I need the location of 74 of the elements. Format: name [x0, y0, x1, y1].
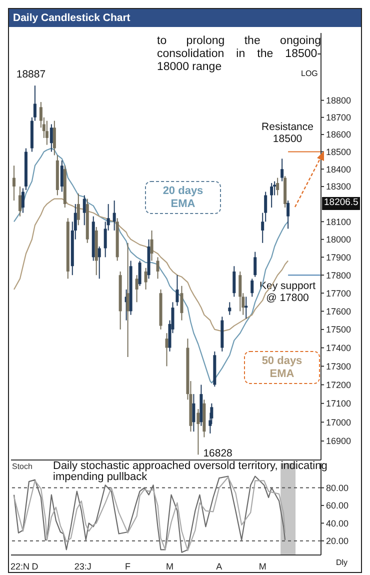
x-tick-label: F [125, 561, 132, 572]
x-tick-label: 23:J [74, 561, 92, 572]
y-tick-label: 17600 [326, 306, 352, 316]
candlestick [112, 200, 116, 232]
candlestick [135, 274, 138, 303]
candlestick [228, 302, 232, 316]
chart-title: Stoch [12, 462, 32, 471]
y-tick-label: 40.00 [326, 518, 349, 528]
y-tick-label: 18600 [326, 130, 352, 140]
candlestick [261, 212, 264, 244]
text: 18206.5 [322, 197, 360, 210]
y-tick-label: 17300 [326, 361, 352, 372]
candlestick [126, 242, 130, 358]
candlestick [250, 278, 254, 298]
candlestick [82, 194, 86, 226]
candlestick [276, 177, 280, 196]
candlestick [60, 160, 64, 192]
candlestick [150, 230, 154, 262]
chart-title: Daily Candlestick Chart [9, 9, 361, 27]
x-tick-label: M [166, 561, 174, 572]
candlestick [156, 256, 160, 280]
y-tick-label: 17200 [326, 380, 352, 390]
candlestick [98, 246, 101, 280]
candlestick [52, 120, 56, 156]
y-tick-label: 17000 [326, 417, 352, 428]
candlestick [254, 251, 257, 278]
y-tick-label: 20.00 [326, 536, 349, 546]
candlestick [196, 408, 200, 456]
y-tick-label: 18800 [326, 96, 352, 106]
y-tick-label: 18400 [326, 164, 352, 174]
y-tick-label: 17800 [326, 270, 352, 280]
ref-line-label: Resistance 18500 [262, 120, 314, 145]
y-tick-label: 80.00 [326, 482, 349, 493]
candlestick [280, 158, 284, 182]
annotation: LOG [301, 69, 318, 78]
candlestick [286, 200, 290, 230]
candlestick [232, 266, 236, 298]
candlestick [138, 260, 142, 286]
candlestick [165, 332, 168, 367]
candlestick [45, 120, 48, 146]
x-tick-label: 22:N [10, 561, 30, 572]
y-tick-label: 18000 [326, 234, 352, 245]
y-tick-label: 17400 [326, 342, 352, 353]
y-tick-label: 18300 [326, 182, 352, 192]
y-tick-label: 18100 [326, 216, 352, 227]
text: 50 days EMA [260, 355, 304, 380]
candlestick [270, 182, 274, 208]
candlestick [33, 85, 36, 122]
candlestick [76, 193, 80, 226]
y-tick-label: 17900 [326, 252, 352, 262]
annotation: 16828 [203, 448, 233, 460]
y-tick-label: 60.00 [326, 500, 349, 511]
candlestick [180, 285, 184, 321]
candlestick [176, 274, 179, 306]
annotation: 18887 [16, 68, 46, 81]
x-tick-label: A [216, 561, 222, 572]
x-tick-label: D [32, 561, 39, 572]
x-tick-label: M [258, 561, 266, 572]
candlestick [238, 271, 242, 312]
candlestick [192, 394, 196, 432]
candlestick [12, 165, 16, 202]
candlestick [50, 124, 53, 152]
y-tick-label: 18500 [326, 146, 352, 157]
candlestick [144, 267, 148, 290]
y-tick-label: 17500 [326, 324, 352, 335]
y-tick-label: 17700 [326, 288, 352, 298]
candlestick [21, 188, 24, 214]
y-tick-label: 18700 [326, 112, 352, 123]
candlestick [18, 186, 22, 217]
text: Dly [336, 558, 348, 568]
candlestick [264, 191, 268, 222]
text: 20 days EMA [162, 185, 204, 210]
y-tick-label: 16900 [326, 436, 352, 446]
y-tick-label: 17100 [326, 398, 352, 409]
